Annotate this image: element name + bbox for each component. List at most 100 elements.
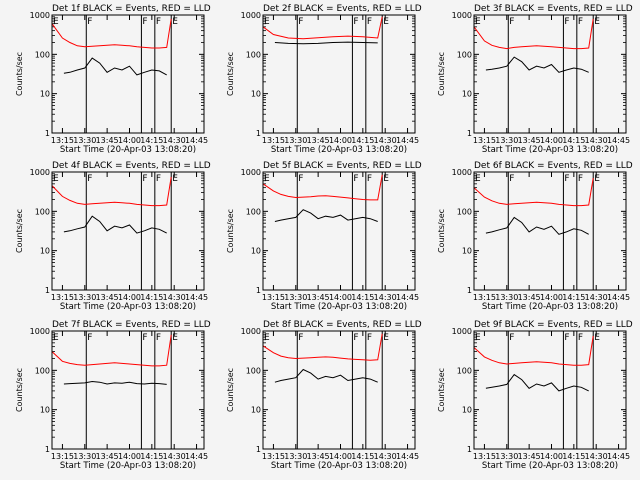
y-tick-label: 1000 [30, 168, 50, 177]
x-tick-label: 13:45 [518, 452, 541, 461]
x-axis-label: Start Time (20-Apr-03 13:08:20) [60, 461, 196, 471]
y-tick-label: 100 [35, 366, 50, 375]
x-tick-label: 13:15 [262, 136, 285, 145]
y-tick-label: 10 [462, 90, 472, 99]
event-marker-label: F [509, 17, 514, 27]
lld-series-line [473, 18, 594, 50]
event-marker-label: F [298, 17, 303, 27]
x-tick-label: 13:30 [284, 293, 307, 302]
x-tick-label: 14:30 [374, 136, 397, 145]
x-tick-label: 13:30 [495, 293, 518, 302]
y-tick-label: 1 [256, 286, 261, 295]
y-tick-label: 1 [256, 129, 261, 138]
x-tick-label: 14:45 [607, 293, 630, 302]
y-tick-label: 10 [40, 406, 50, 415]
detector-panel: Det 6f BLACK = Events, RED = LLD 1 10 100 10… [437, 161, 633, 312]
event-marker-label: E [594, 333, 600, 343]
x-tick-label: 14:00 [329, 136, 352, 145]
event-marker-label: F [564, 174, 569, 184]
y-tick-label: 100 [457, 50, 472, 59]
y-tick-label: 100 [246, 207, 261, 216]
event-marker-label: F [87, 17, 92, 27]
event-marker-label: E [383, 17, 389, 27]
event-marker-label: E [172, 17, 178, 27]
x-tick-label: 13:15 [51, 136, 74, 145]
y-tick-label: 1 [467, 129, 472, 138]
event-marker-label: F [578, 333, 583, 343]
x-tick-label: 13:15 [473, 293, 496, 302]
event-marker-label: F [353, 17, 358, 27]
x-tick-label: 13:30 [284, 452, 307, 461]
x-tick-label: 13:15 [262, 452, 285, 461]
events-series-line [485, 373, 589, 392]
y-tick-label: 10 [251, 90, 261, 99]
x-tick-label: 14:15 [351, 452, 374, 461]
events-series-line [274, 209, 378, 222]
lld-series-line [473, 335, 594, 366]
lld-series-line [51, 334, 172, 367]
x-tick-label: 14:15 [351, 136, 374, 145]
plot-frame [262, 14, 416, 134]
x-tick-label: 14:00 [118, 452, 141, 461]
panel-title: Det 8f BLACK = Events, RED = LLD [263, 320, 422, 330]
y-tick-label: 10 [462, 406, 472, 415]
x-tick-label: 14:15 [562, 452, 585, 461]
y-tick-label: 1000 [452, 327, 472, 336]
x-tick-label: 14:15 [562, 136, 585, 145]
y-tick-label: 10 [251, 247, 261, 256]
events-series-line [485, 56, 589, 73]
x-tick-label: 14:00 [540, 293, 563, 302]
y-tick-label: 1000 [452, 11, 472, 20]
event-marker-label: E [172, 333, 178, 343]
x-tick-label: 14:00 [329, 293, 352, 302]
y-tick-label: 100 [246, 366, 261, 375]
y-tick-label: 10 [251, 406, 261, 415]
x-tick-label: 13:45 [518, 293, 541, 302]
plot-frame [473, 14, 627, 134]
x-tick-label: 14:45 [185, 293, 208, 302]
y-axis-label: Counts/sec [437, 209, 446, 253]
y-tick-label: 10 [462, 247, 472, 256]
events-series-line [274, 368, 378, 383]
y-tick-label: 1000 [241, 11, 261, 20]
x-tick-label: 14:15 [140, 136, 163, 145]
event-marker-label: F [142, 333, 147, 343]
y-axis-label: Counts/sec [437, 368, 446, 412]
events-series-line [63, 57, 167, 76]
x-tick-label: 14:30 [374, 293, 397, 302]
event-marker-label: E [53, 174, 59, 184]
event-marker-label: E [264, 174, 270, 184]
y-tick-label: 1000 [452, 168, 472, 177]
lld-series-line [51, 176, 172, 207]
event-marker-label: E [475, 333, 481, 343]
x-tick-label: 13:45 [307, 452, 330, 461]
events-series-line [485, 216, 589, 235]
x-tick-label: 14:45 [185, 136, 208, 145]
x-tick-label: 13:30 [284, 136, 307, 145]
lld-series-line [51, 18, 172, 49]
y-tick-label: 1 [45, 286, 50, 295]
event-marker-label: E [172, 174, 178, 184]
y-axis-label: Counts/sec [15, 209, 24, 253]
x-tick-label: 13:30 [495, 136, 518, 145]
x-tick-label: 13:45 [307, 293, 330, 302]
y-tick-label: 100 [35, 207, 50, 216]
event-marker-label: E [53, 17, 59, 27]
event-marker-label: E [475, 174, 481, 184]
x-tick-label: 13:45 [96, 136, 119, 145]
event-marker-label: F [87, 333, 92, 343]
events-series-line [274, 41, 378, 45]
detector-panel: Det 5f BLACK = Events, RED = LLD 1 10 100 10… [226, 161, 422, 312]
x-axis-label: Start Time (20-Apr-03 13:08:20) [482, 461, 618, 471]
panel-title: Det 5f BLACK = Events, RED = LLD [263, 161, 422, 171]
event-marker-label: E [594, 174, 600, 184]
plot-frame [473, 330, 627, 450]
y-tick-label: 1 [467, 286, 472, 295]
event-marker-label: E [594, 17, 600, 27]
detector-panel: Det 2f BLACK = Events, RED = LLD 1 10 100 10… [226, 4, 422, 155]
lld-series-line [262, 174, 383, 201]
panel-title: Det 1f BLACK = Events, RED = LLD [52, 4, 211, 14]
x-tick-label: 14:15 [140, 293, 163, 302]
y-tick-label: 1000 [30, 11, 50, 20]
